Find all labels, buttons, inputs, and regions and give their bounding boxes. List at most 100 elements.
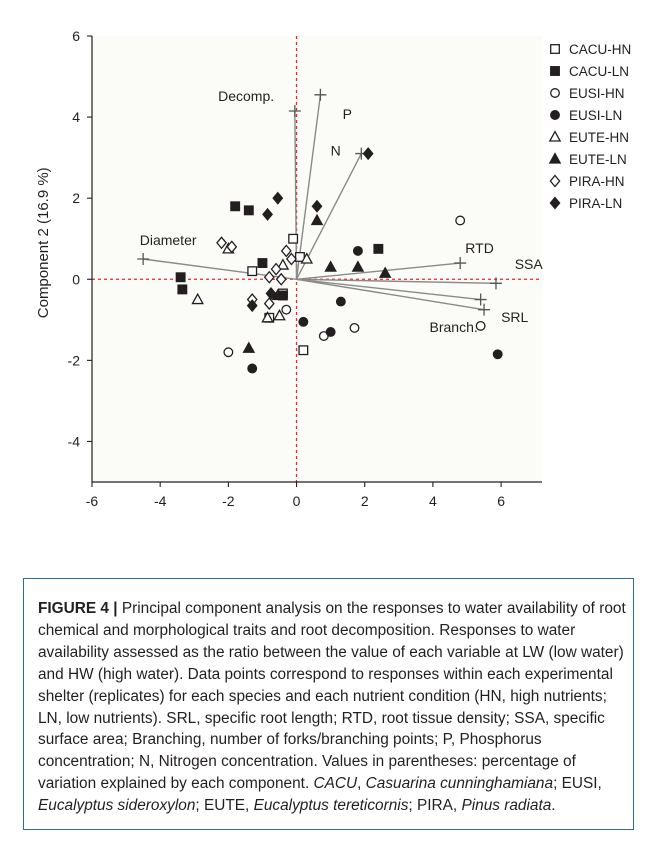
loading-vector-p xyxy=(295,94,322,280)
legend-marker-cacu-ln xyxy=(550,66,560,76)
y-tick-label: 4 xyxy=(72,109,80,125)
loading-vector-srl xyxy=(296,278,485,311)
legend-label-pira-hn: PIRA-HN xyxy=(569,174,625,189)
point-cacu-ln xyxy=(373,243,384,254)
point-eusi-hn xyxy=(475,320,486,331)
loading-vector-rtd xyxy=(296,262,461,280)
loading-endpoint-srl xyxy=(478,303,491,316)
legend-marker-eusi-hn xyxy=(550,88,560,98)
point-eusi-ln xyxy=(335,296,346,307)
point-pira-ln xyxy=(262,207,274,221)
legend-marker-eute-ln xyxy=(548,152,562,164)
point-cacu-hn xyxy=(298,345,309,356)
caption-species-1: CACU xyxy=(313,775,358,793)
loading-label-diameter: Diameter xyxy=(140,232,197,248)
point-eusi-ln xyxy=(298,316,309,327)
caption-text-6: . xyxy=(551,797,556,815)
point-eusi-hn xyxy=(223,347,234,358)
figure-caption: FIGURE 4 | Principal component analysis … xyxy=(38,598,630,817)
point-pira-hn xyxy=(280,244,292,258)
point-eute-ln xyxy=(310,213,324,226)
x-tick-label: 6 xyxy=(497,493,505,509)
point-pira-hn xyxy=(216,236,227,250)
point-pira-hn xyxy=(263,297,275,311)
legend-marker-eusi-ln xyxy=(550,110,560,120)
loading-vector-ssa xyxy=(296,278,496,285)
point-pira-ln xyxy=(362,147,374,161)
caption-text-4: ; EUTE, xyxy=(195,797,254,815)
point-eusi-ln xyxy=(247,363,258,374)
legend-label-eusi-ln: EUSI-LN xyxy=(569,108,622,123)
caption-text-1: Principal component analysis on the resp… xyxy=(38,600,626,793)
legend-marker-eute-hn xyxy=(548,130,562,142)
point-eusi-ln xyxy=(492,349,503,360)
legend-label-cacu-hn: CACU-HN xyxy=(569,42,631,57)
point-eusi-hn xyxy=(349,322,360,333)
loading-endpoint-branch xyxy=(474,293,487,306)
legend-label-pira-ln: PIRA-LN xyxy=(569,196,622,211)
y-axis-title: Component 2 (16.9 %) xyxy=(35,167,52,318)
legend-label-eute-hn: EUTE-HN xyxy=(569,130,629,145)
loading-label-n: N xyxy=(331,143,341,159)
legend-marker-pira-ln xyxy=(549,196,561,210)
pca-biplot: Decomp. P N Diameter RTD SSA Branch. SRL -6 -4 -2 0… xyxy=(22,20,642,512)
point-eusi-hn xyxy=(455,215,466,226)
point-pira-ln xyxy=(272,191,284,205)
legend-marker-cacu-hn xyxy=(550,44,560,54)
loading-label-decomp: Decomp. xyxy=(218,88,274,104)
loading-vector-branch xyxy=(296,278,481,301)
point-eusi-hn xyxy=(281,304,292,315)
loading-label-branch: Branch. xyxy=(430,319,478,335)
caption-label: FIGURE 4 | xyxy=(38,600,118,617)
caption-species-3-name: Eucalyptus tereticornis xyxy=(253,797,409,815)
point-eute-hn xyxy=(261,311,274,323)
y-tick-label: 2 xyxy=(72,190,80,206)
caption-text-3: ; EUSI, xyxy=(553,775,602,793)
legend-label-eute-ln: EUTE-LN xyxy=(569,152,627,167)
point-cacu-ln xyxy=(175,272,186,283)
point-eusi-ln xyxy=(325,327,336,337)
y-tick-label: -2 xyxy=(68,352,81,368)
loading-label-rtd: RTD xyxy=(465,240,494,256)
point-eute-ln xyxy=(324,260,337,272)
point-cacu-ln xyxy=(243,205,254,216)
point-cacu-ln xyxy=(177,284,188,295)
x-tick-label: 2 xyxy=(361,493,369,509)
point-eute-ln xyxy=(351,260,365,272)
caption-body: Principal component analysis on the resp… xyxy=(38,600,626,814)
point-pira-ln xyxy=(311,199,323,213)
point-pira-hn xyxy=(275,272,287,286)
point-cacu-hn xyxy=(247,266,258,277)
loading-endpoint-diameter xyxy=(137,253,150,265)
caption-text-5: ; PIRA, xyxy=(408,797,462,815)
point-eute-hn xyxy=(276,258,290,270)
point-eute-ln xyxy=(242,341,256,353)
y-tick-label: -4 xyxy=(68,433,81,449)
caption-species-4-name: Pinus radiata xyxy=(461,797,552,815)
loading-label-p: P xyxy=(343,106,352,122)
point-eusi-ln xyxy=(352,245,363,256)
legend-marker-pira-hn xyxy=(549,174,561,188)
loading-vector-decomp xyxy=(294,111,298,280)
loading-label-ssa: SSA xyxy=(515,256,544,272)
loading-endpoint-p xyxy=(314,88,327,101)
legend-label-eusi-hn: EUSI-HN xyxy=(569,86,625,101)
point-pira-ln xyxy=(246,299,258,313)
point-cacu-ln xyxy=(257,258,268,269)
point-eute-hn xyxy=(300,252,314,264)
loading-endpoint-ssa xyxy=(489,277,502,290)
point-eute-ln xyxy=(378,266,392,278)
caption-text-2: , xyxy=(357,775,366,793)
point-eute-hn xyxy=(191,292,204,305)
point-pira-hn xyxy=(226,240,238,254)
point-cacu-ln xyxy=(230,201,241,212)
point-pira-hn xyxy=(263,270,275,284)
caption-species-1-name: Casuarina cunninghamiana xyxy=(365,775,554,793)
point-eute-hn xyxy=(273,309,286,321)
plot-area xyxy=(92,36,542,482)
point-pira-hn xyxy=(270,262,282,276)
point-pira-hn xyxy=(285,252,297,266)
caption-box xyxy=(23,578,634,830)
x-tick-label: -4 xyxy=(154,493,167,509)
loading-endpoint-rtd xyxy=(454,257,467,270)
